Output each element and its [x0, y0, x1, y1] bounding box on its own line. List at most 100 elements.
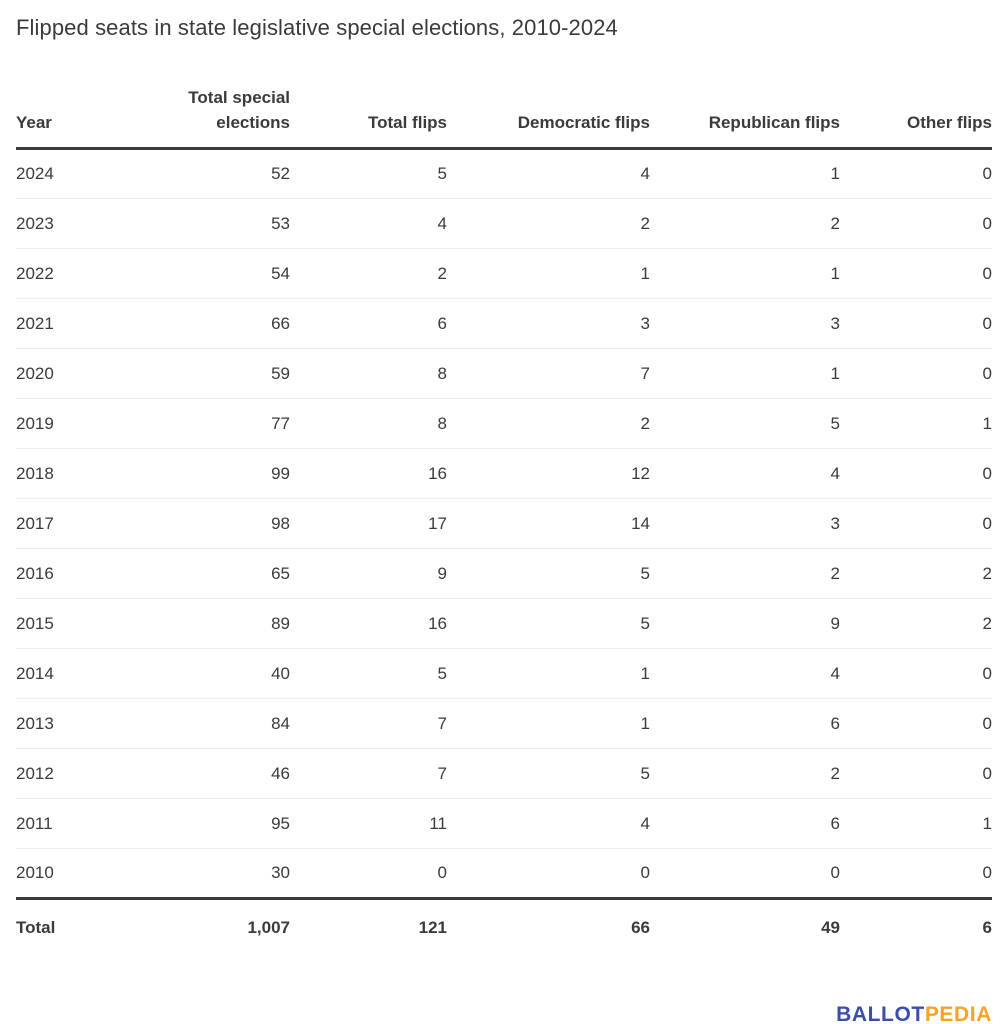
value-cell: 5 — [447, 598, 650, 649]
table-row: 2020 59 8 7 1 0 — [16, 348, 992, 399]
value-cell: 98 — [116, 498, 290, 549]
value-cell: 2 — [447, 198, 650, 249]
value-cell: 7 — [290, 748, 447, 799]
value-cell: 0 — [640, 863, 650, 882]
value-cell: 0 — [840, 298, 992, 349]
table-footer: Total 1,007 121 66 49 6 — [16, 897, 992, 952]
header-row: Year Total special elections Total flips… — [16, 85, 992, 150]
value-cell: 16 — [290, 598, 447, 649]
logo-text-pedia: PEDIA — [924, 1003, 992, 1024]
value-cell: 0 — [840, 698, 992, 749]
value-cell: 1 — [650, 148, 840, 199]
value-cell: 66 — [116, 298, 290, 349]
page-title: Flipped seats in state legislative speci… — [16, 15, 618, 40]
year-cell: 2017 — [16, 498, 116, 549]
value-cell: 3 — [650, 498, 840, 549]
year-cell: 2015 — [16, 598, 116, 649]
value-cell: 5 — [290, 148, 447, 199]
column-header-other-flips: Other flips — [840, 85, 992, 150]
page: Flipped seats in state legislative speci… — [0, 15, 1006, 1024]
value-cell: 2 — [650, 198, 840, 249]
value-cell: 0 — [840, 348, 992, 399]
table-row: 2013 84 7 1 6 0 — [16, 698, 992, 749]
year-cell: 2011 — [16, 798, 116, 849]
value-cell: 0 — [840, 448, 992, 499]
value-cell: 0 — [830, 863, 840, 882]
table-row: 2022 54 2 1 1 0 — [16, 248, 992, 299]
value-cell: 0 — [840, 248, 992, 299]
value-cell: 54 — [116, 248, 290, 299]
year-cell: 2023 — [16, 198, 116, 249]
table-row: 2014 40 5 1 4 0 — [16, 648, 992, 699]
column-header-total-flips: Total flips — [290, 85, 447, 150]
column-header-year: Year — [16, 85, 116, 150]
total-democratic-flips-value: 66 — [447, 897, 650, 952]
value-cell: 5 — [290, 648, 447, 699]
value-cell: 8 — [290, 348, 447, 399]
table-row: 2010 30 0 0 0 0 — [16, 849, 992, 899]
year-cell: 2020 — [16, 348, 116, 399]
value-cell: 46 — [116, 748, 290, 799]
table-row: 2021 66 6 3 3 0 — [16, 298, 992, 349]
value-cell: 5 — [650, 398, 840, 449]
year-cell: 2010 — [16, 863, 54, 882]
year-cell: 2012 — [16, 748, 116, 799]
value-cell: 40 — [116, 648, 290, 699]
value-cell: 65 — [116, 548, 290, 599]
value-cell: 0 — [840, 748, 992, 799]
value-cell: 6 — [650, 798, 840, 849]
value-cell: 84 — [116, 698, 290, 749]
value-cell: 2 — [840, 598, 992, 649]
value-cell: 53 — [116, 198, 290, 249]
value-cell: 1 — [447, 648, 650, 699]
table-row: 2019 77 8 2 5 1 — [16, 398, 992, 449]
table-header: Year Total special elections Total flips… — [16, 85, 992, 150]
column-header-democratic-flips: Democratic flips — [447, 85, 650, 150]
value-cell: 0 — [982, 863, 992, 882]
value-cell: 17 — [290, 498, 447, 549]
value-cell: 1 — [447, 248, 650, 299]
year-cell: 2021 — [16, 298, 116, 349]
value-cell: 6 — [290, 298, 447, 349]
value-cell: 0 — [840, 498, 992, 549]
total-row: Total 1,007 121 66 49 6 — [16, 897, 992, 952]
ballotpedia-logo: BALLOTPEDIA — [836, 1003, 992, 1024]
value-cell: 2 — [650, 748, 840, 799]
value-cell: 5 — [447, 548, 650, 599]
value-cell: 11 — [290, 798, 447, 849]
total-republican-flips-value: 49 — [650, 897, 840, 952]
total-label: Total — [16, 897, 116, 952]
value-cell: 2 — [840, 548, 992, 599]
table-row: 2016 65 9 5 2 2 — [16, 548, 992, 599]
table-row: 2011 95 11 4 6 1 — [16, 798, 992, 849]
table-row: 2024 52 5 4 1 0 — [16, 148, 992, 199]
value-cell: 0 — [840, 648, 992, 699]
value-cell: 4 — [650, 448, 840, 499]
total-other-flips-value: 6 — [840, 897, 992, 952]
value-cell: 95 — [116, 798, 290, 849]
year-cell: 2024 — [16, 148, 116, 199]
value-cell: 0 — [437, 863, 447, 882]
value-cell: 4 — [447, 798, 650, 849]
value-cell: 77 — [116, 398, 290, 449]
value-cell: 99 — [116, 448, 290, 499]
value-cell: 9 — [650, 598, 840, 649]
total-special-elections-value: 1,007 — [116, 897, 290, 952]
value-cell: 16 — [290, 448, 447, 499]
value-cell: 52 — [116, 148, 290, 199]
value-cell: 1 — [650, 348, 840, 399]
value-cell: 1 — [650, 248, 840, 299]
value-cell: 0 — [840, 198, 992, 249]
value-cell: 7 — [447, 348, 650, 399]
table-body: 2024 52 5 4 1 0 2023 53 4 2 2 0 2022 54 2 1 1 0 2021 66 6 3 3 0… — [16, 148, 992, 899]
value-cell: 2 — [650, 548, 840, 599]
value-cell: 8 — [290, 398, 447, 449]
value-cell: 59 — [116, 348, 290, 399]
year-cell: 2022 — [16, 248, 116, 299]
value-cell: 2 — [290, 248, 447, 299]
value-cell: 5 — [447, 748, 650, 799]
year-cell: 2016 — [16, 548, 116, 599]
table-row: 2023 53 4 2 2 0 — [16, 198, 992, 249]
value-cell: 7 — [290, 698, 447, 749]
year-cell: 2019 — [16, 398, 116, 449]
